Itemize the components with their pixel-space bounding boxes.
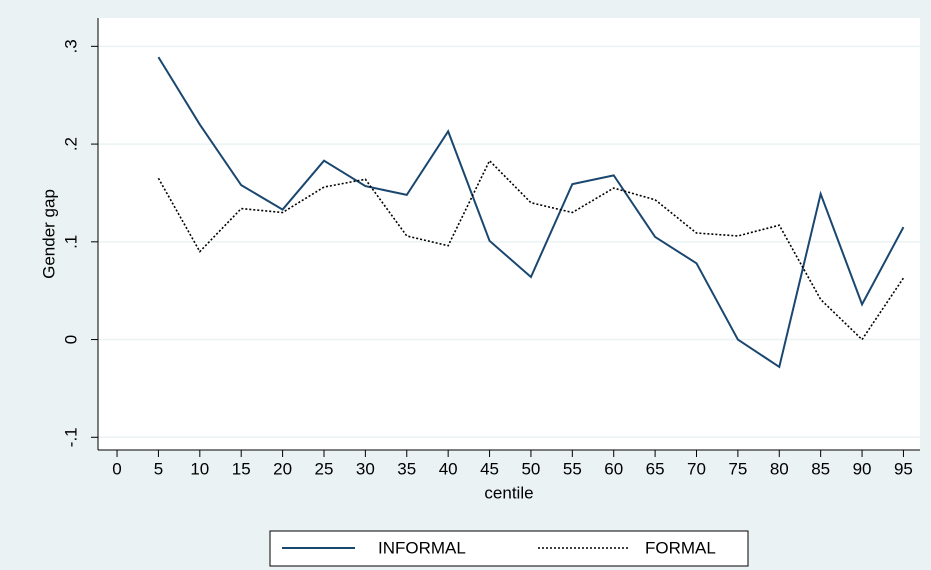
x-tick-label: 70 <box>687 459 706 478</box>
legend-label: INFORMAL <box>378 538 466 557</box>
y-tick-label: 0 <box>61 335 80 344</box>
x-tick-label: 55 <box>563 459 582 478</box>
y-tick-label: .3 <box>61 39 80 53</box>
x-axis-title: centile <box>484 483 533 502</box>
x-tick-label: 15 <box>232 459 251 478</box>
x-tick-label: 0 <box>112 459 121 478</box>
x-tick-label: 35 <box>397 459 416 478</box>
x-tick-label: 60 <box>604 459 623 478</box>
y-tick-label: .1 <box>61 235 80 249</box>
x-tick-label: 25 <box>315 459 334 478</box>
x-tick-label: 30 <box>356 459 375 478</box>
x-tick-label: 85 <box>811 459 830 478</box>
x-tick-label: 65 <box>646 459 665 478</box>
series-line <box>157 56 905 369</box>
plot-area <box>98 18 920 450</box>
x-tick-label: 45 <box>480 459 499 478</box>
legend-label: FORMAL <box>645 538 716 557</box>
y-tick-label: .2 <box>61 137 80 151</box>
x-tick-label: 90 <box>853 459 872 478</box>
x-tick-label: 5 <box>154 459 163 478</box>
x-tick-label: 95 <box>894 459 913 478</box>
x-tick-label: 20 <box>273 459 292 478</box>
y-tick-label: -.1 <box>61 427 80 447</box>
x-tick-label: 50 <box>521 459 540 478</box>
x-tick-label: 75 <box>728 459 747 478</box>
y-axis-title: Gender gap <box>39 189 58 279</box>
x-tick-label: 40 <box>439 459 458 478</box>
x-tick-label: 10 <box>190 459 209 478</box>
series-line <box>157 159 905 341</box>
x-tick-label: 80 <box>770 459 789 478</box>
